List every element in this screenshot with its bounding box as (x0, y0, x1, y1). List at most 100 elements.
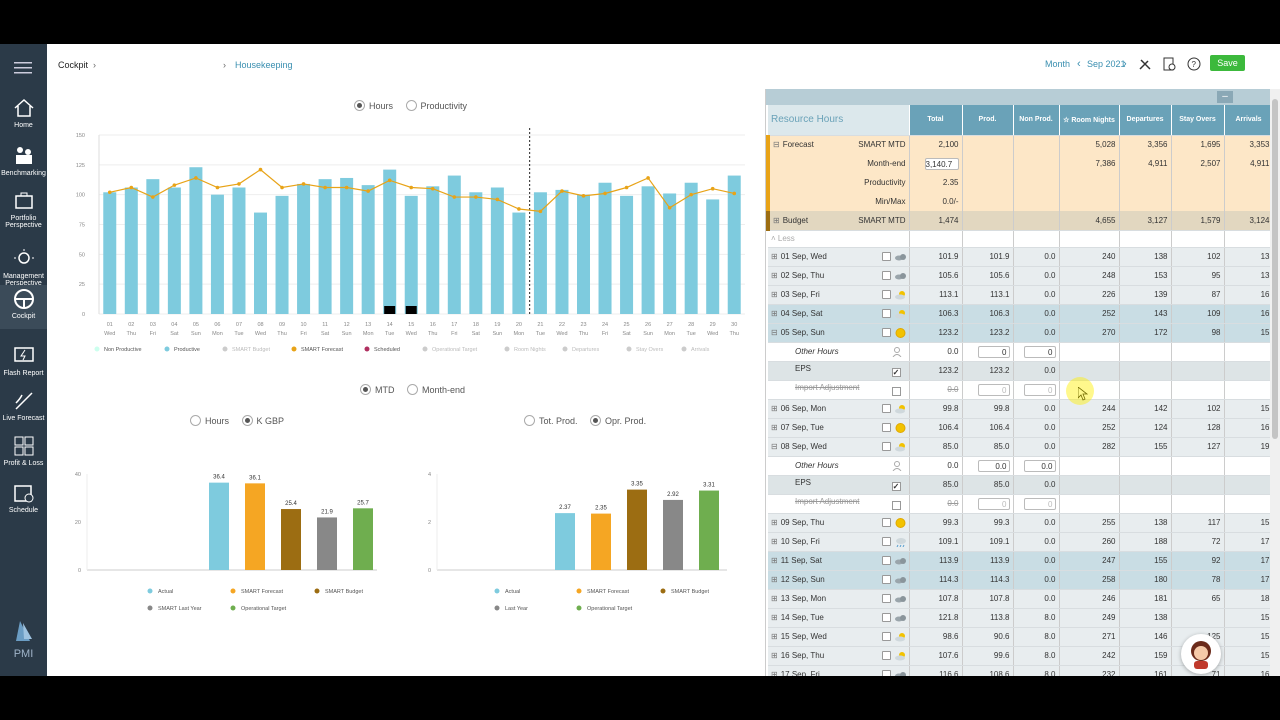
sub-row[interactable]: Import Adjustment 0.0 0 0 (768, 380, 1270, 400)
hours-input[interactable]: 0 (977, 345, 1010, 358)
hours-input[interactable]: 0 (1023, 383, 1056, 396)
legend-item[interactable]: Productive (164, 346, 201, 354)
forecast-point[interactable] (603, 191, 607, 196)
hours-input[interactable]: 0 (977, 497, 1010, 510)
forecast-point[interactable] (151, 195, 155, 199)
calendar-icon[interactable] (881, 594, 891, 603)
forecast-point[interactable] (194, 176, 198, 180)
month-end-radio[interactable] (407, 384, 419, 396)
expand-icon[interactable]: ⊞ (771, 403, 778, 413)
hours-input[interactable]: 0 (1023, 497, 1056, 510)
forecast-point[interactable] (280, 185, 284, 190)
tot-prod-radio[interactable] (524, 415, 535, 427)
forecast-point[interactable] (366, 189, 370, 193)
legend-item[interactable]: SMART Budget (660, 588, 710, 596)
col-prod[interactable]: Prod. (962, 105, 1014, 136)
expand-icon[interactable]: ⊞ (771, 422, 778, 432)
expand-icon[interactable]: ⊞ (771, 251, 778, 261)
report-icon[interactable] (1162, 57, 1176, 71)
hours-input[interactable]: 0 (1023, 345, 1056, 358)
bar[interactable] (317, 517, 337, 570)
legend-item[interactable]: Actual (147, 588, 174, 596)
legend-item[interactable]: SMART Forecast (291, 346, 344, 354)
sidebar-item-schedule[interactable]: Schedule (0, 481, 47, 514)
sidebar-item-live-forecast[interactable]: Live Forecast (0, 389, 47, 422)
calendar-icon[interactable] (881, 670, 891, 676)
sub-row[interactable]: EPS ✓ 123.2 123.2 0.0 (768, 361, 1270, 381)
forecast-point[interactable] (107, 190, 112, 195)
forecast-point[interactable] (344, 185, 349, 190)
day-row[interactable]: ⊞ 04 Sep, Sat 106.3 106.3 0.0 252 143 109 16 (768, 304, 1270, 324)
hours-kgbp-toggle[interactable]: Hours K GBP (190, 415, 294, 427)
expand-icon[interactable]: ⊞ (771, 574, 778, 584)
sidebar-item-management[interactable]: Management Perspective (0, 247, 47, 287)
bar[interactable] (627, 489, 647, 570)
legend-item[interactable]: SMART Last Year (147, 605, 202, 613)
day-row[interactable]: ⊞ 02 Sep, Thu 105.6 105.6 0.0 248 153 95 13 (768, 266, 1270, 286)
bar[interactable] (209, 482, 229, 570)
legend-item[interactable]: SMART Budget (222, 346, 271, 354)
expand-icon[interactable]: ⊞ (771, 631, 778, 641)
expand-icon[interactable]: ⊞ (771, 517, 778, 527)
bar[interactable] (591, 513, 611, 570)
productive-bar[interactable] (297, 183, 311, 314)
expand-icon[interactable]: ⊟ (771, 441, 778, 451)
expand-icon[interactable]: ⊟ (773, 140, 780, 150)
bar[interactable] (555, 513, 575, 570)
productive-bar[interactable] (340, 177, 354, 314)
period-select[interactable]: Month (1045, 59, 1071, 69)
hours-input[interactable]: 0.0 (977, 459, 1010, 472)
breadcrumb-current[interactable]: Housekeeping (235, 60, 293, 70)
calendar-icon[interactable] (881, 404, 891, 413)
hours-radio[interactable] (354, 100, 365, 112)
legend-item[interactable]: Non Productive (94, 346, 142, 354)
eps-checkbox[interactable]: ✓ (891, 482, 901, 491)
legend-item[interactable]: SMART Forecast (230, 588, 284, 596)
productive-bar[interactable] (103, 192, 117, 314)
budget-row[interactable]: ⊞ Budget SMART MTD 1,474 4,655 3,127 1,579 3,12… (766, 211, 1270, 231)
productive-bar[interactable] (361, 185, 375, 314)
productive-bar[interactable] (124, 187, 138, 314)
calendar-icon[interactable] (881, 309, 891, 318)
eps-checkbox[interactable]: ✓ (891, 368, 901, 377)
calendar-icon[interactable] (881, 271, 891, 280)
day-row[interactable]: ⊞ 10 Sep, Fri 109.1 109.1 0.0 260 188 72 17 (768, 532, 1270, 552)
forecast-point[interactable] (581, 194, 586, 198)
scrollbar-thumb[interactable] (1272, 99, 1278, 439)
productive-bar[interactable] (210, 194, 224, 314)
col-stay-overs[interactable]: Stay Overs (1171, 105, 1225, 136)
month-picker[interactable]: Sep 2021 (1087, 59, 1126, 69)
legend-item[interactable]: Operational Target (230, 605, 287, 613)
import-checkbox[interactable] (891, 501, 901, 510)
expand-icon[interactable]: ⊞ (773, 215, 780, 225)
legend-item[interactable]: Operational Target (422, 346, 478, 354)
day-row[interactable]: ⊟ 05 Sep, Sun 123.2 123.2 0.0 270 172 98 15 (768, 323, 1270, 343)
expand-icon[interactable]: ⊞ (771, 612, 778, 622)
legend-item[interactable]: Operational Target (576, 605, 633, 613)
calendar-icon[interactable] (881, 575, 891, 584)
productive-bar[interactable] (469, 192, 483, 314)
productive-bar[interactable] (727, 175, 741, 314)
productive-bar[interactable] (533, 192, 547, 314)
calendar-icon[interactable] (881, 518, 891, 527)
legend-item[interactable]: Departures (562, 346, 600, 354)
forecast-point[interactable] (646, 176, 650, 180)
mtd-toggle[interactable]: MTD Month-end (360, 384, 475, 396)
next-month-icon[interactable]: › (1123, 58, 1127, 70)
expand-icon[interactable]: ⊞ (771, 270, 778, 280)
bar[interactable] (245, 483, 265, 570)
opr-prod-radio[interactable] (590, 415, 602, 427)
table-scrollbar[interactable] (1270, 89, 1280, 676)
productive-bar[interactable] (641, 186, 655, 314)
calendar-icon[interactable] (881, 613, 891, 622)
sub-row[interactable]: EPS ✓ 85.0 85.0 0.0 (768, 475, 1270, 495)
day-row[interactable]: ⊞ 13 Sep, Mon 107.8 107.8 0.0 246 181 65 18 (768, 589, 1270, 609)
productive-bar[interactable] (404, 195, 418, 314)
tools-icon[interactable] (1138, 57, 1152, 71)
productive-bar[interactable] (232, 187, 246, 314)
collapse-less-link[interactable]: ˄ Less (771, 234, 795, 243)
expand-icon[interactable]: ⊟ (771, 327, 778, 337)
save-button[interactable]: Save (1210, 55, 1245, 71)
mtd-radio[interactable] (360, 384, 371, 396)
bar[interactable] (663, 499, 683, 570)
